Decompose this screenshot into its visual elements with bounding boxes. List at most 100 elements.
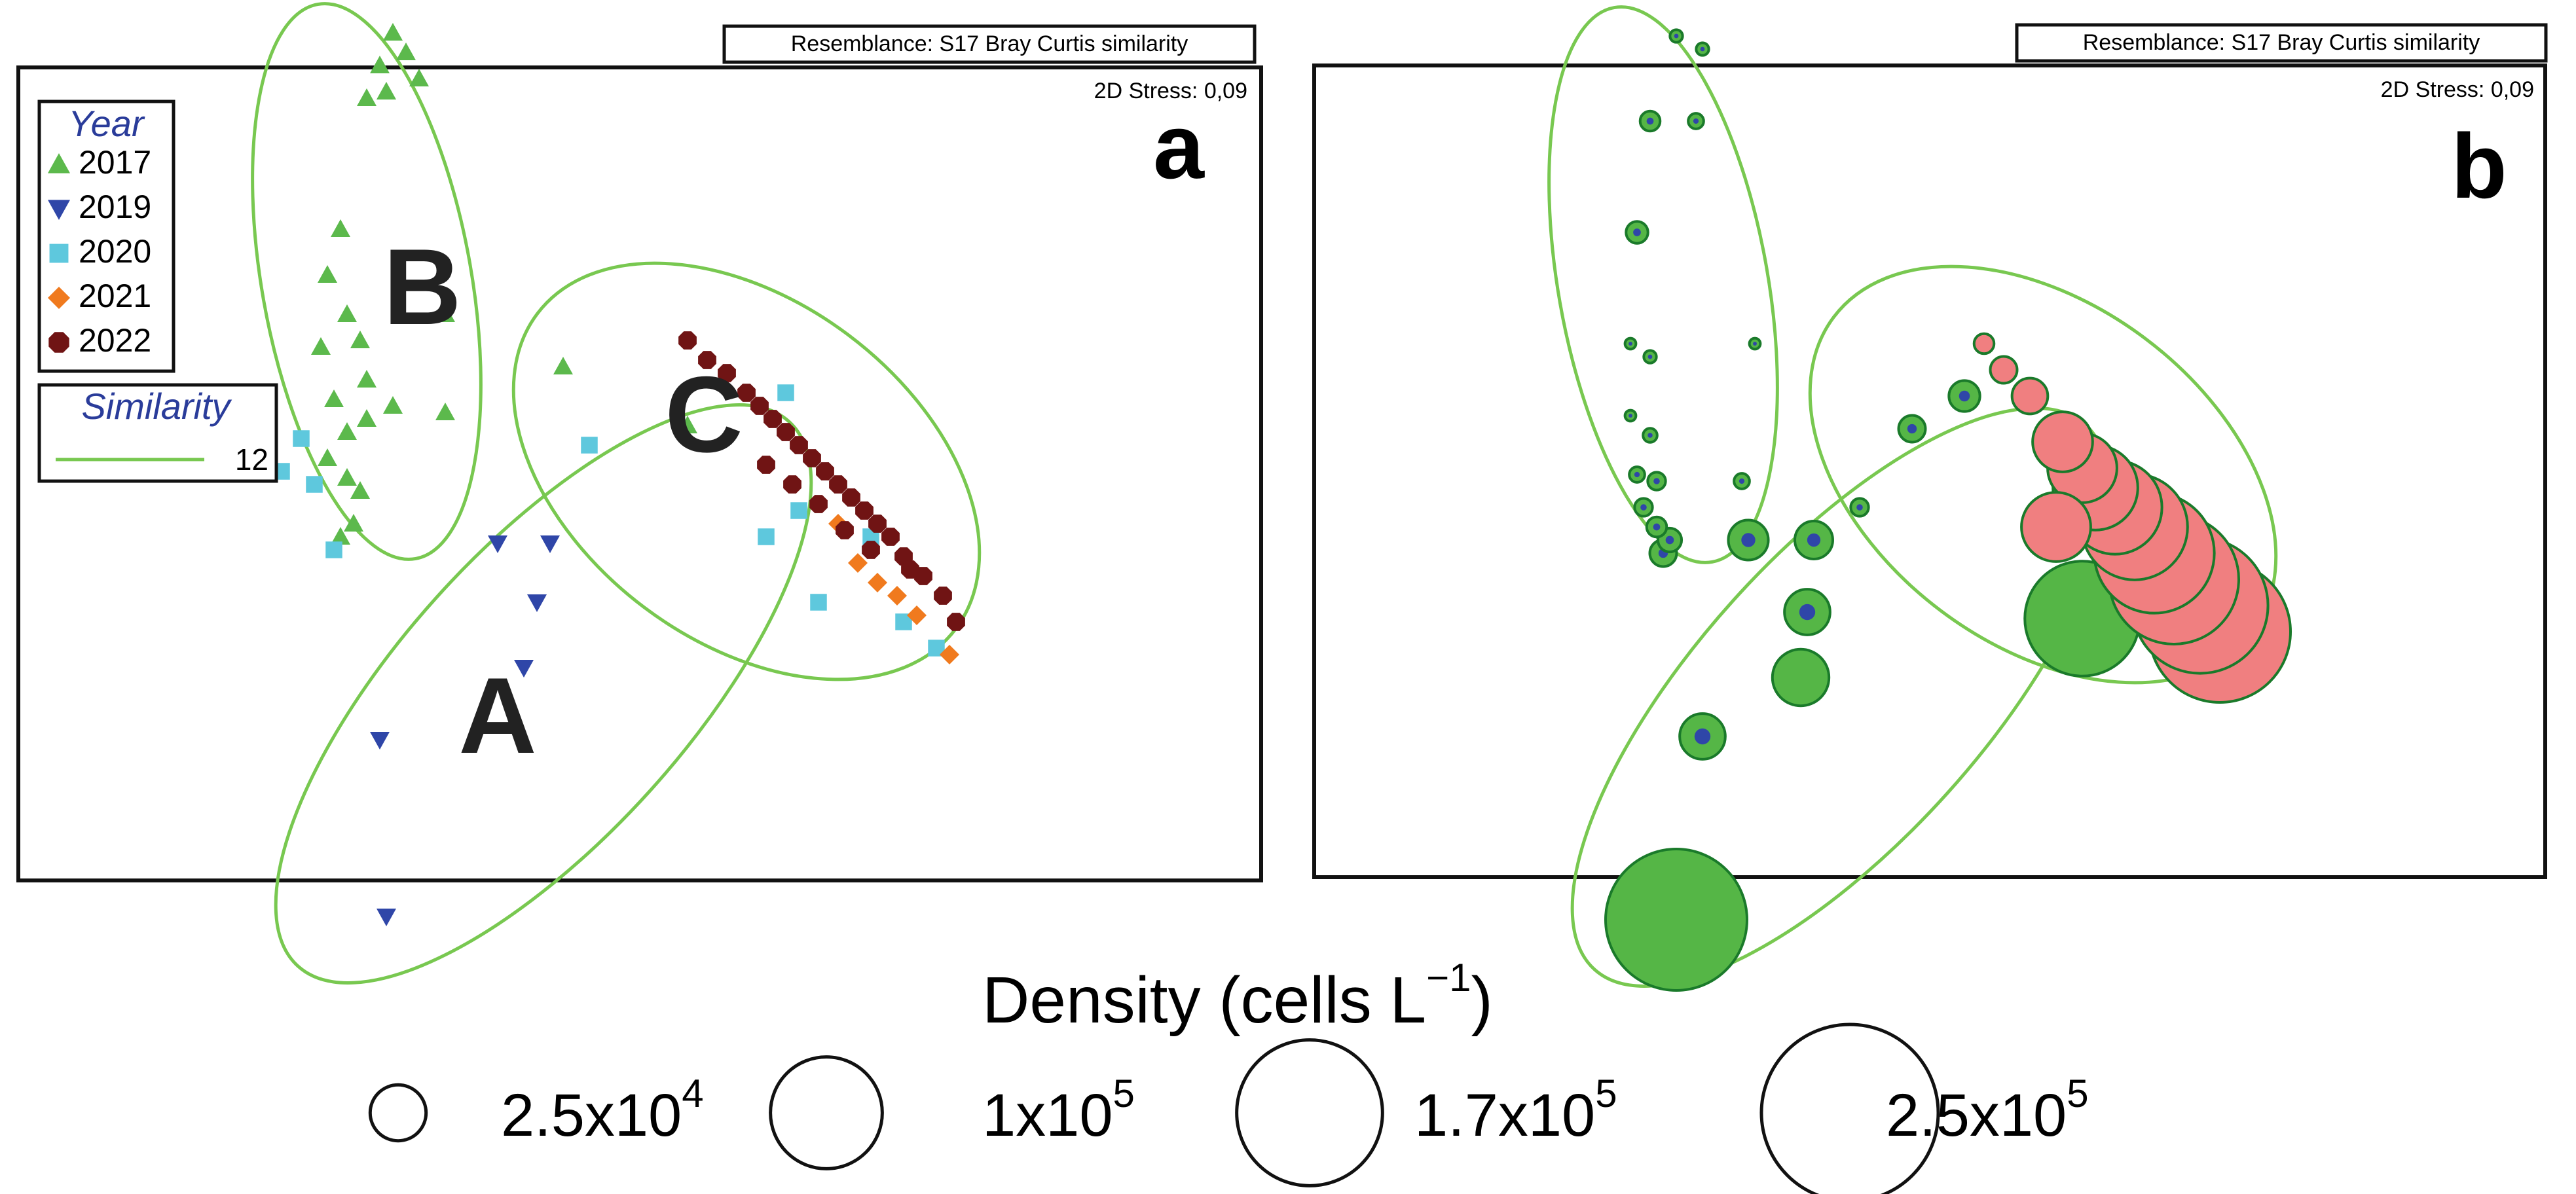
year-legend-items: 2017 2019 2020 2021 2022 [48,144,151,359]
density-legend-mantissa: 1.7x10 [1414,1082,1595,1149]
legend-label-2022: 2022 [79,322,151,359]
point-2022 [842,488,860,507]
bubble-core [1653,478,1660,484]
panel-b-frame [1312,63,2547,879]
point-2017 [331,219,350,237]
density-title-sup: −1 [1426,956,1471,1000]
density-bubble [2031,410,2094,473]
point-2022 [947,613,965,631]
point-2022 [764,410,782,428]
similarity-legend: Similarity 12 [37,383,278,483]
point-2017 [331,527,350,545]
point-2021 [940,645,959,664]
point-2022 [862,541,880,559]
density-legend-exponent: 5 [1595,1072,1617,1115]
point-2021 [907,606,927,625]
point-2017 [350,481,370,499]
point-2017 [350,331,370,348]
bubble-core [1907,424,1917,434]
point-2022 [901,560,919,579]
legend-label-2017: 2017 [79,144,151,181]
point-2017 [324,389,344,407]
point-2019 [370,732,390,750]
year-legend: Year 2017 2019 2020 2021 2022 [37,100,175,373]
density-bubble [2020,491,2092,563]
density-bubble [1604,848,1748,992]
density-legend: Density (cells L−1) 2.5x104 1x105 1.7x105 2… [368,956,2089,1194]
panel-b-stress: 2D Stress: 0,09 [2381,77,2534,102]
bubble-core [1634,471,1640,478]
point-2017 [383,23,403,41]
bubble-core [1674,33,1679,39]
point-2022 [881,528,900,546]
similarity-legend-value: 12 [235,443,268,477]
group-ellipse-b [251,2,483,561]
point-2017 [383,396,403,414]
bubble-core [1653,523,1661,531]
point-2019 [527,594,547,612]
panel-a-label: a [1153,95,1205,198]
point-2020 [325,541,342,558]
similarity-legend-box [37,383,278,483]
legend-label-2020: 2020 [79,233,151,270]
point-2017 [318,448,337,466]
year-legend-title: Year [68,103,145,144]
bubble-core [1959,390,1970,402]
bubble-core [1640,504,1647,511]
similarity-legend-title: Similarity [81,386,232,427]
panel-a-group-labels: A B C [383,226,743,776]
density-legend-circle [1235,1038,1384,1187]
legend-marker-2019 [48,200,70,220]
point-2022 [803,449,821,467]
point-2021 [868,573,887,592]
bubble-core [1753,342,1757,346]
point-2020 [758,528,775,545]
density-title-main: Density (cells L [982,964,1426,1037]
point-2022 [809,495,828,513]
point-2017 [435,304,455,322]
point-2022 [836,521,854,539]
group-ellipse-a [274,403,813,985]
group-label-b: B [383,226,461,347]
point-2019 [377,909,396,926]
density-legend-label: 2.5x105 [1886,1072,2089,1149]
panel-b-label: b [2451,115,2507,217]
density-bubble [2010,376,2050,416]
point-2022 [783,475,801,494]
bubble-core [1739,478,1745,484]
legend-marker-2021 [48,287,70,309]
bubble-core [1628,414,1632,418]
point-2017 [357,88,377,106]
density-legend-items: 2.5x104 1x105 1.7x105 2.5x105 [368,1022,2089,1194]
density-legend-label: 1x105 [982,1072,1135,1149]
panel-a-resemblance: Resemblance: S17 Bray Curtis similarity [791,31,1188,56]
point-2022 [934,587,952,605]
group-label-c: C [665,354,743,475]
density-legend-mantissa: 2.5x10 [1886,1082,2067,1149]
point-2020 [306,476,323,493]
density-legend-exponent: 5 [1113,1072,1135,1115]
point-2017 [344,514,363,532]
density-legend-title: Density (cells L−1) [982,956,1493,1037]
point-2017 [409,69,429,86]
point-2017 [553,357,573,374]
density-title-end: ) [1471,964,1493,1037]
legend-label-2021: 2021 [79,278,151,314]
group-label-a: A [458,655,536,776]
bubble-core [1646,117,1654,125]
point-2022 [816,462,834,480]
year-legend-box [37,100,175,373]
point-2017 [357,409,377,427]
panel-a-stress: 2D Stress: 0,09 [1094,79,1247,103]
density-legend-mantissa: 2.5x10 [501,1082,682,1149]
bubble-core [1694,728,1711,745]
panel-a: Resemblance: S17 Bray Curtis similarity … [16,2,1263,985]
point-2022 [868,515,887,533]
panel-a-points [253,23,965,926]
point-2020 [293,430,310,447]
bubble-core [1647,433,1653,438]
point-2017 [337,304,357,322]
point-2017 [435,403,455,420]
group-ellipse-b-1 [1547,5,1779,564]
